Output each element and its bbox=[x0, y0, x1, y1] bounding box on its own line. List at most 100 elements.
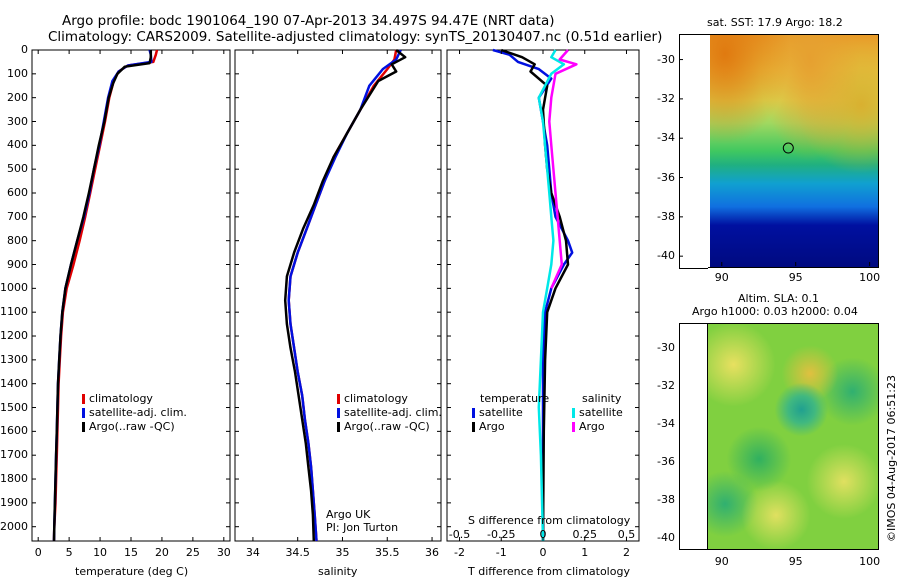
legend-swatch-climatology bbox=[82, 394, 85, 404]
x-tick-label-salinity: -0.5 bbox=[448, 528, 471, 541]
depth-tick-label: 1700 bbox=[0, 448, 28, 462]
series-line-t-argo bbox=[500, 48, 570, 542]
map-x-tick-label: 95 bbox=[788, 271, 803, 284]
depth-tick-label: 1500 bbox=[0, 400, 28, 414]
x-tick-label: 0 bbox=[539, 546, 547, 559]
series-line-argo-raw-qc- bbox=[283, 49, 407, 542]
legend-swatch-t-satellite bbox=[472, 408, 475, 418]
depth-tick-label: 700 bbox=[7, 209, 28, 223]
depth-tick-label: 1300 bbox=[0, 352, 28, 366]
map-x-tick-label: 90 bbox=[714, 271, 729, 284]
depth-tick-label: 0 bbox=[21, 43, 28, 56]
salinity-series-group bbox=[283, 49, 407, 542]
legend-label-climatology: climatology bbox=[89, 392, 153, 405]
depth-tick-label: 600 bbox=[7, 186, 28, 199]
map-x-tick-label: 100 bbox=[859, 271, 881, 284]
map-y-tick-label: -36 bbox=[657, 455, 675, 469]
temperature-series-group bbox=[52, 49, 159, 542]
series-line-s-satellite bbox=[537, 49, 566, 542]
depth-tick-label: 1600 bbox=[0, 424, 28, 438]
difference-legend-salinity: salinity satellite Argo bbox=[572, 392, 623, 434]
x-tick-label-salinity: 0.25 bbox=[572, 528, 597, 541]
x-tick-label: 2 bbox=[622, 546, 630, 559]
depth-tick-label: 1400 bbox=[0, 376, 28, 390]
depth-tick-label: 800 bbox=[7, 233, 28, 247]
series-line-climatology bbox=[52, 49, 159, 542]
map-y-tick-label: -32 bbox=[657, 91, 675, 105]
title-line-2: Climatology: CARS2009. Satellite-adjuste… bbox=[48, 29, 663, 45]
map-x-tick-label: 95 bbox=[788, 555, 803, 568]
legend-swatch-satellite bbox=[82, 408, 85, 418]
map-sla-title-1: Altim. SLA: 0.1 bbox=[738, 292, 820, 305]
depth-tick-label: 400 bbox=[7, 138, 28, 152]
map-y-tick-label: -40 bbox=[657, 531, 675, 545]
legend-label-t-satellite: satellite bbox=[479, 406, 523, 419]
map-sla-land-strip bbox=[679, 323, 708, 550]
legend-swatch-s-argo bbox=[572, 422, 575, 432]
depth-tick-label: 1900 bbox=[0, 495, 28, 509]
map-sst-frame bbox=[707, 34, 879, 268]
difference-series-group bbox=[492, 48, 578, 542]
legend-label-t-argo: Argo bbox=[479, 420, 505, 433]
difference-x-label: T difference from climatology bbox=[468, 565, 630, 578]
map-x-tick-label: 100 bbox=[859, 555, 881, 568]
map-y-tick-label: -38 bbox=[657, 209, 675, 223]
temperature-plot-frame bbox=[31, 49, 231, 542]
legend-swatch-argo bbox=[82, 422, 85, 432]
map-y-tick-label: -40 bbox=[657, 249, 675, 263]
legend-title-temperature: temperature bbox=[480, 392, 550, 405]
temperature-legend: climatology satellite-adj. clim. Argo(..… bbox=[82, 392, 187, 434]
imos-watermark: ©IMOS 04-Aug-2017 06:51:23 bbox=[885, 375, 898, 542]
x-tick-label: 34.5 bbox=[285, 546, 310, 559]
depth-tick-label: 1200 bbox=[0, 329, 28, 343]
legend-label-satellite: satellite-adj. clim. bbox=[89, 406, 187, 419]
x-tick-label: 0 bbox=[34, 546, 42, 559]
map-sla-title-2: Argo h1000: 0.03 h2000: 0.04 bbox=[692, 305, 858, 318]
x-tick-label-salinity: -0.25 bbox=[487, 528, 516, 541]
salinity-x-label: salinity bbox=[318, 565, 358, 578]
legend-swatch-argo bbox=[337, 422, 340, 432]
map-sst-land-strip bbox=[679, 34, 708, 269]
x-tick-label: 30 bbox=[216, 546, 231, 559]
x-tick-label-salinity: 0.5 bbox=[617, 528, 636, 541]
x-tick-label: -2 bbox=[454, 546, 465, 559]
salinity-plot-frame bbox=[234, 49, 442, 542]
difference-legend-temperature: temperature satellite Argo bbox=[472, 392, 549, 434]
legend-swatch-s-satellite bbox=[572, 408, 575, 418]
map-y-tick-label: -38 bbox=[657, 493, 675, 507]
map-y-tick-label: -32 bbox=[657, 378, 675, 392]
legend-label-argo: Argo(..raw -QC) bbox=[344, 420, 430, 433]
legend-title-salinity: salinity bbox=[582, 392, 622, 405]
legend-label-climatology: climatology bbox=[344, 392, 408, 405]
series-line-s-argo bbox=[548, 49, 578, 289]
map-sla-field bbox=[707, 323, 879, 550]
depth-tick-label: 100 bbox=[7, 66, 28, 80]
legend-swatch-satellite bbox=[337, 408, 340, 418]
series-line-satellite-adj-clim- bbox=[287, 49, 402, 542]
depth-tick-label: 1800 bbox=[0, 472, 28, 486]
depth-tick-label: 1100 bbox=[0, 305, 28, 319]
x-tick-label: 35 bbox=[335, 546, 350, 559]
x-tick-label: 5 bbox=[65, 546, 73, 559]
tick-marks-group bbox=[32, 49, 639, 541]
x-tick-label: 15 bbox=[124, 546, 138, 559]
x-tick-label: 36 bbox=[425, 546, 440, 559]
depth-tick-label: 2000 bbox=[0, 519, 28, 533]
legend-label-satellite: satellite-adj. clim. bbox=[344, 406, 442, 419]
temperature-x-label: temperature (deg C) bbox=[75, 565, 189, 578]
map-y-tick-label: -34 bbox=[657, 131, 675, 145]
x-tick-label: 20 bbox=[154, 546, 169, 559]
legend-swatch-climatology bbox=[337, 394, 340, 404]
x-tick-label: 35.5 bbox=[375, 546, 400, 559]
map-y-tick-label: -34 bbox=[657, 417, 675, 431]
pi-label: PI: Jon Turton bbox=[326, 521, 399, 534]
map-sst-field bbox=[708, 35, 878, 267]
map-sst-title: sat. SST: 17.9 Argo: 18.2 bbox=[707, 16, 843, 29]
legend-label-s-satellite: satellite bbox=[579, 406, 623, 419]
map-y-tick-label: -30 bbox=[657, 52, 675, 66]
x-tick-label: 34 bbox=[245, 546, 260, 559]
salinity-legend: climatology satellite-adj. clim. Argo(..… bbox=[337, 392, 442, 434]
legend-label-argo: Argo(..raw -QC) bbox=[89, 420, 175, 433]
argo-uk-label: Argo UK bbox=[326, 508, 371, 521]
